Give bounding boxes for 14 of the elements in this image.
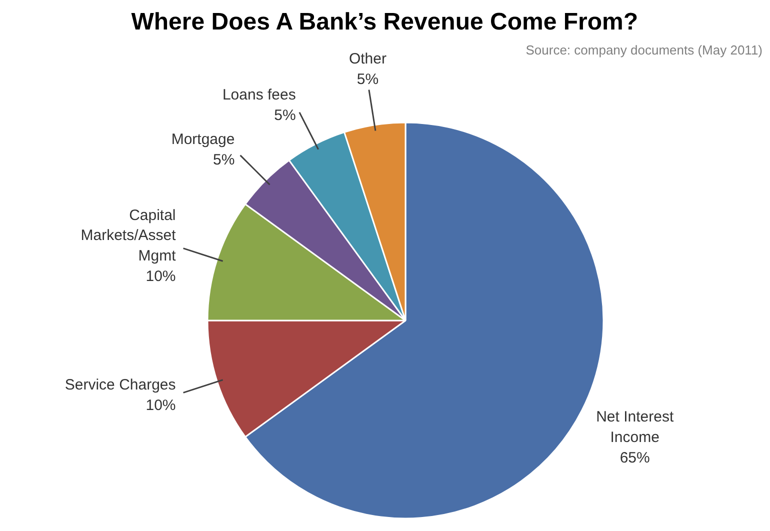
slice-label: Service Charges: [64, 376, 176, 394]
chart-title: Where Does A Bank’s Revenue Come From?: [131, 8, 638, 36]
slice-label: Net Interest Income: [596, 408, 674, 446]
data-label: 65%: [620, 449, 650, 466]
source-note: Source: company documents (May 2011): [526, 42, 763, 58]
slice-label: Capital Markets/Asset Mgmt: [80, 206, 177, 265]
slice-label: Other: [348, 50, 386, 68]
data-label: 10%: [146, 396, 176, 414]
data-label: 5%: [274, 106, 296, 124]
slice-label: Loans fees: [222, 86, 296, 104]
data-label: 5%: [213, 151, 235, 168]
slice-label: Mortgage: [171, 130, 235, 148]
data-label: 10%: [146, 268, 176, 285]
data-label: 5%: [356, 70, 379, 88]
